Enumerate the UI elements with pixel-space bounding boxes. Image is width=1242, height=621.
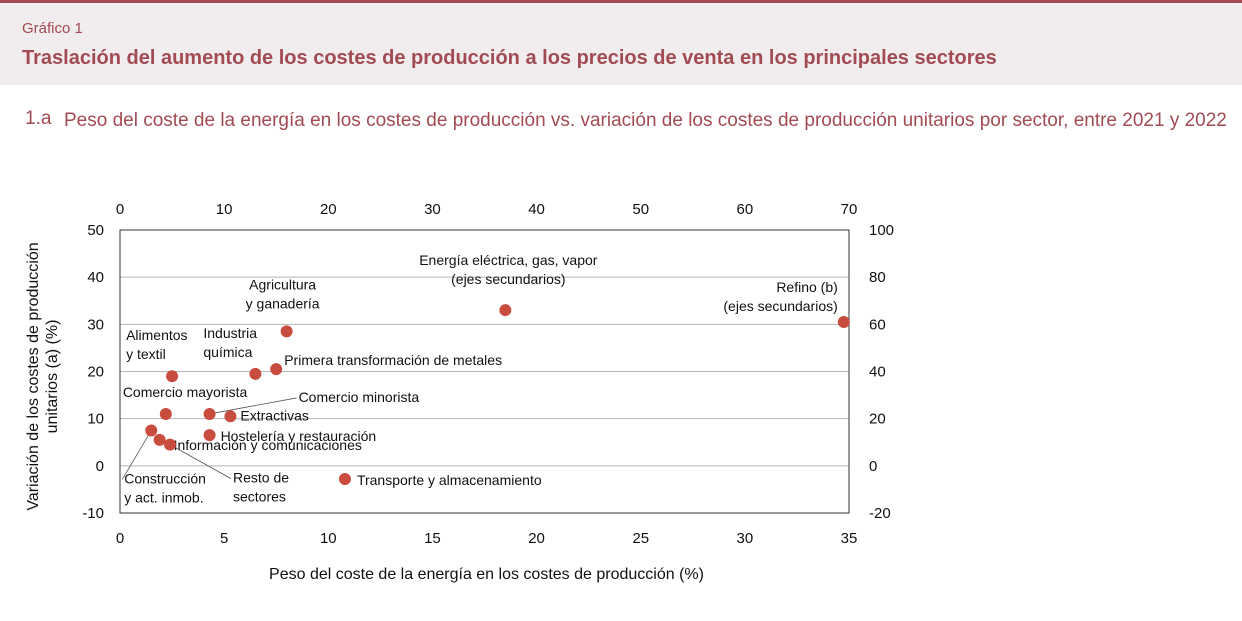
point-label: Energía eléctrica, gas, vapor (ejes secun… [419,252,598,287]
x2-tick-label: 50 [632,201,649,218]
data-point [203,407,216,420]
y2-tick-label: 0 [869,458,877,475]
figure-label: Gráfico 1 [22,20,83,37]
x2-tick-label: 0 [116,201,124,218]
y2-tick-label: -20 [869,505,891,522]
plot-frame [119,229,850,514]
point-label: Hostelería y restauración [221,428,377,444]
y-axis-label: Variación de los costes de producción uni… [25,242,61,510]
y-tick-label: 30 [87,316,104,333]
point-label: Extractivas [240,407,308,423]
subchart-number: 1.a [25,108,52,129]
point-label: Comercio mayorista [123,384,248,400]
data-point [338,473,351,486]
data-point [249,367,262,380]
y-tick-label: -10 [82,505,104,522]
y-tick-label: 10 [87,411,104,428]
leader-line [169,444,232,479]
y2-tick-label: 20 [869,411,886,428]
point-label: Comercio minorista [299,389,420,405]
x2-tick-label: 40 [528,201,545,218]
x2-tick-label: 60 [737,201,754,218]
x-tick-label: 25 [632,530,649,547]
x2-tick-label: 30 [424,201,441,218]
x2-tick-label: 70 [841,201,858,218]
point-label: Primera transformación de metales [284,352,502,368]
point-label: Transporte y almacenamiento [357,472,542,488]
point-label: Industria química [203,325,257,360]
y2-tick-label: 60 [869,316,886,333]
x-axis-label: Peso del coste de la energía en los cost… [269,566,704,583]
y-tick-label: 0 [96,458,104,475]
x2-tick-label: 20 [320,201,337,218]
x2-tick-label: 10 [216,201,233,218]
header-band [0,0,1242,85]
data-point [224,410,237,423]
x-tick-label: 20 [528,530,545,547]
point-label: Alimentos y textil [126,327,187,362]
x-tick-label: 35 [841,530,858,547]
point-label: Agricultura y ganadería [246,276,320,311]
point-label: Construcción y act. inmob. [124,470,206,505]
subchart-title: Peso del coste de la energía en los cost… [64,110,1227,131]
y-tick-label: 20 [87,364,104,381]
point-label: Resto de sectores [233,470,289,505]
data-point [270,363,283,376]
data-point [837,315,850,328]
x-tick-label: 15 [424,530,441,547]
y-tick-label: 50 [87,222,104,239]
x-tick-label: 5 [220,530,228,547]
figure-title: Traslación del aumento de los costes de … [22,47,997,69]
x-tick-label: 30 [737,530,754,547]
data-point [166,370,179,383]
point-label: Información y comunicaciones [174,437,362,453]
y-tick-label: 40 [87,269,104,286]
data-point [159,407,172,420]
y2-tick-label: 80 [869,269,886,286]
leader-line [209,397,297,415]
data-point [163,438,176,451]
x-tick-label: 0 [116,530,124,547]
y2-tick-label: 40 [869,364,886,381]
data-point [203,429,216,442]
point-label: Refino (b) (ejes secundarios) [723,279,837,314]
x-tick-label: 10 [320,530,337,547]
data-point [280,325,293,338]
data-point [499,304,512,317]
data-point [145,424,158,437]
data-point [153,433,166,446]
leader-line [121,430,152,480]
y2-tick-label: 100 [869,222,894,239]
